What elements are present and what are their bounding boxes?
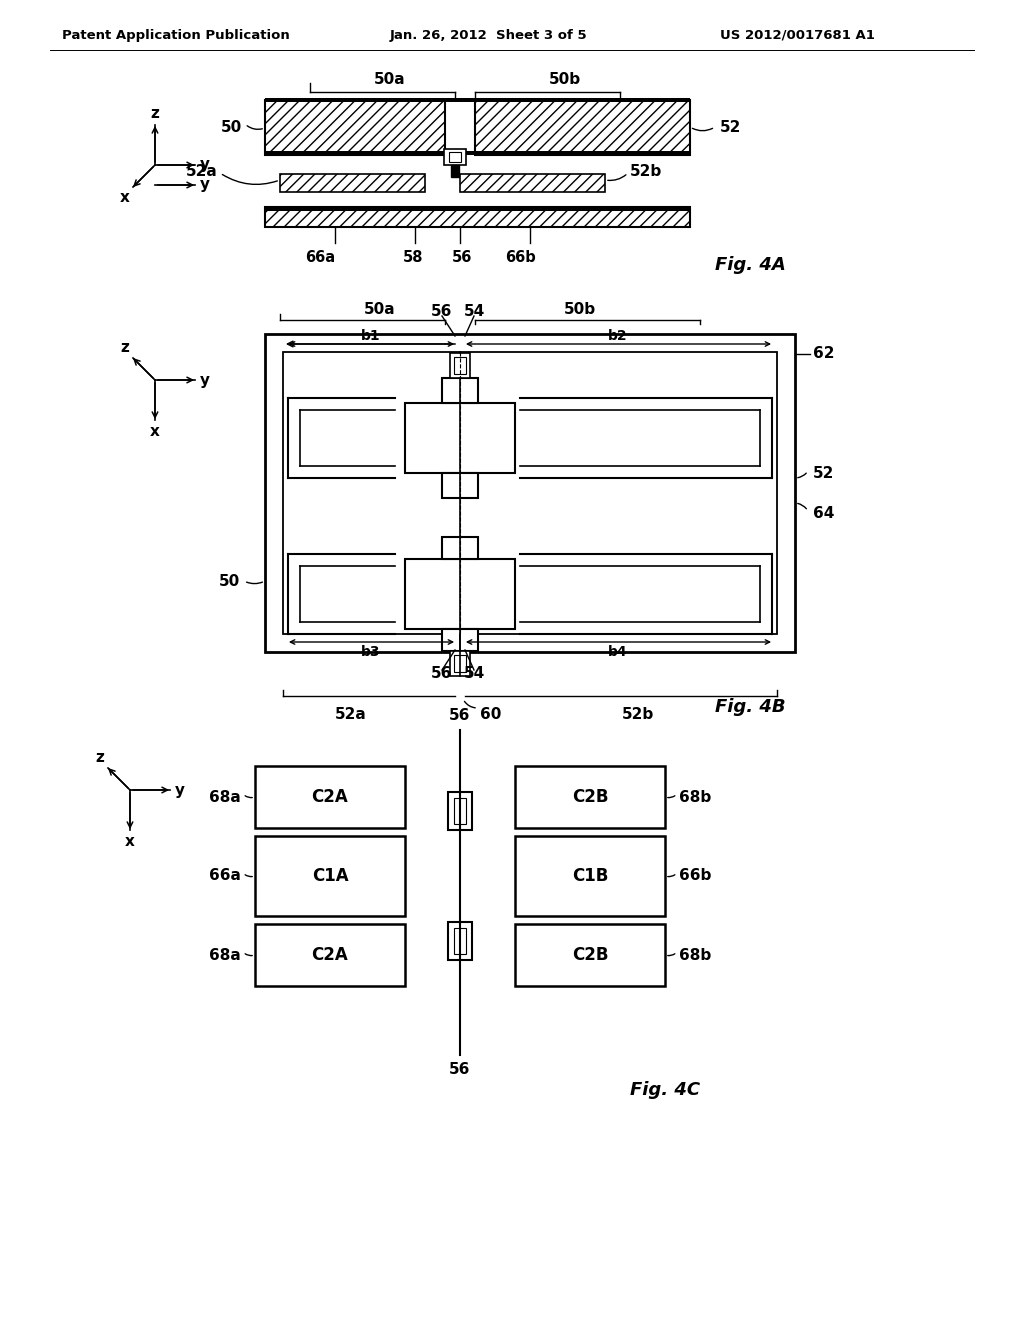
Bar xyxy=(454,356,466,374)
Text: 52a: 52a xyxy=(186,165,218,180)
Text: 68b: 68b xyxy=(679,789,712,804)
Text: 56: 56 xyxy=(431,305,453,319)
Bar xyxy=(454,928,466,954)
Bar xyxy=(265,207,690,227)
Text: 60: 60 xyxy=(480,708,502,722)
Bar xyxy=(265,100,445,154)
Text: 56: 56 xyxy=(450,1061,471,1077)
Text: C1B: C1B xyxy=(571,867,608,884)
Text: 56: 56 xyxy=(452,249,472,265)
Text: 52b: 52b xyxy=(622,708,654,722)
Text: 68a: 68a xyxy=(209,948,241,962)
Text: y: y xyxy=(175,783,185,797)
Bar xyxy=(515,924,665,986)
Text: 64: 64 xyxy=(813,506,835,520)
Bar xyxy=(475,100,690,154)
Bar xyxy=(406,403,515,473)
Bar xyxy=(449,921,472,960)
Text: x: x xyxy=(125,834,135,850)
Text: 50a: 50a xyxy=(365,302,396,318)
Bar xyxy=(442,630,478,651)
Text: y: y xyxy=(200,157,210,173)
Bar xyxy=(255,766,406,828)
Bar xyxy=(442,473,478,498)
Bar xyxy=(460,174,605,191)
Text: x: x xyxy=(120,190,130,206)
Text: z: z xyxy=(95,750,104,764)
Bar xyxy=(515,836,665,916)
Text: 54: 54 xyxy=(464,667,484,681)
Text: Fig. 4C: Fig. 4C xyxy=(630,1081,700,1100)
Bar xyxy=(449,152,461,162)
Text: x: x xyxy=(151,425,160,440)
Text: Jan. 26, 2012  Sheet 3 of 5: Jan. 26, 2012 Sheet 3 of 5 xyxy=(390,29,588,41)
Text: 52: 52 xyxy=(813,466,835,480)
Text: b4: b4 xyxy=(608,645,628,659)
Text: 52a: 52a xyxy=(335,708,367,722)
Bar xyxy=(406,558,515,630)
Bar xyxy=(442,378,478,403)
Text: 68b: 68b xyxy=(679,948,712,962)
Text: 56: 56 xyxy=(431,667,453,681)
Text: 50: 50 xyxy=(221,120,242,136)
Text: b1: b1 xyxy=(361,329,381,343)
Bar xyxy=(265,207,690,211)
Text: US 2012/0017681 A1: US 2012/0017681 A1 xyxy=(720,29,874,41)
Bar xyxy=(283,352,777,634)
Bar xyxy=(265,150,690,154)
Text: 54: 54 xyxy=(464,305,484,319)
Text: y: y xyxy=(200,372,210,388)
Text: Patent Application Publication: Patent Application Publication xyxy=(62,29,290,41)
Text: 50b: 50b xyxy=(564,302,596,318)
Bar xyxy=(265,334,795,652)
Text: 50b: 50b xyxy=(549,73,581,87)
Text: C2B: C2B xyxy=(571,788,608,807)
Text: z: z xyxy=(121,339,129,355)
Bar xyxy=(444,149,466,165)
Text: C1A: C1A xyxy=(311,867,348,884)
Text: 66a: 66a xyxy=(305,249,335,265)
Text: C2A: C2A xyxy=(311,788,348,807)
Text: 52b: 52b xyxy=(630,165,663,180)
Bar xyxy=(442,537,478,558)
Text: b3: b3 xyxy=(361,645,381,659)
Text: 66b: 66b xyxy=(505,249,536,265)
Bar xyxy=(265,98,690,102)
Text: 68a: 68a xyxy=(209,789,241,804)
Bar xyxy=(450,651,470,676)
Text: C2A: C2A xyxy=(311,946,348,964)
Bar xyxy=(255,836,406,916)
Text: 58: 58 xyxy=(402,249,423,265)
Text: 62: 62 xyxy=(813,346,835,362)
Text: 50a: 50a xyxy=(374,73,406,87)
Text: b2: b2 xyxy=(608,329,628,343)
Text: 66a: 66a xyxy=(209,869,241,883)
Text: Fig. 4B: Fig. 4B xyxy=(715,698,785,715)
Text: 50: 50 xyxy=(219,574,240,590)
Text: C2B: C2B xyxy=(571,946,608,964)
Bar xyxy=(449,792,472,830)
Bar xyxy=(454,655,466,672)
Text: z: z xyxy=(151,106,160,120)
Text: 52: 52 xyxy=(720,120,741,136)
Bar xyxy=(450,352,470,378)
Text: 56: 56 xyxy=(450,709,471,723)
Bar xyxy=(280,174,425,191)
Bar xyxy=(451,165,459,177)
Text: y: y xyxy=(200,177,210,193)
Bar xyxy=(454,799,466,824)
Text: Fig. 4A: Fig. 4A xyxy=(715,256,785,275)
Bar xyxy=(515,766,665,828)
Bar xyxy=(255,924,406,986)
Text: 66b: 66b xyxy=(679,869,712,883)
